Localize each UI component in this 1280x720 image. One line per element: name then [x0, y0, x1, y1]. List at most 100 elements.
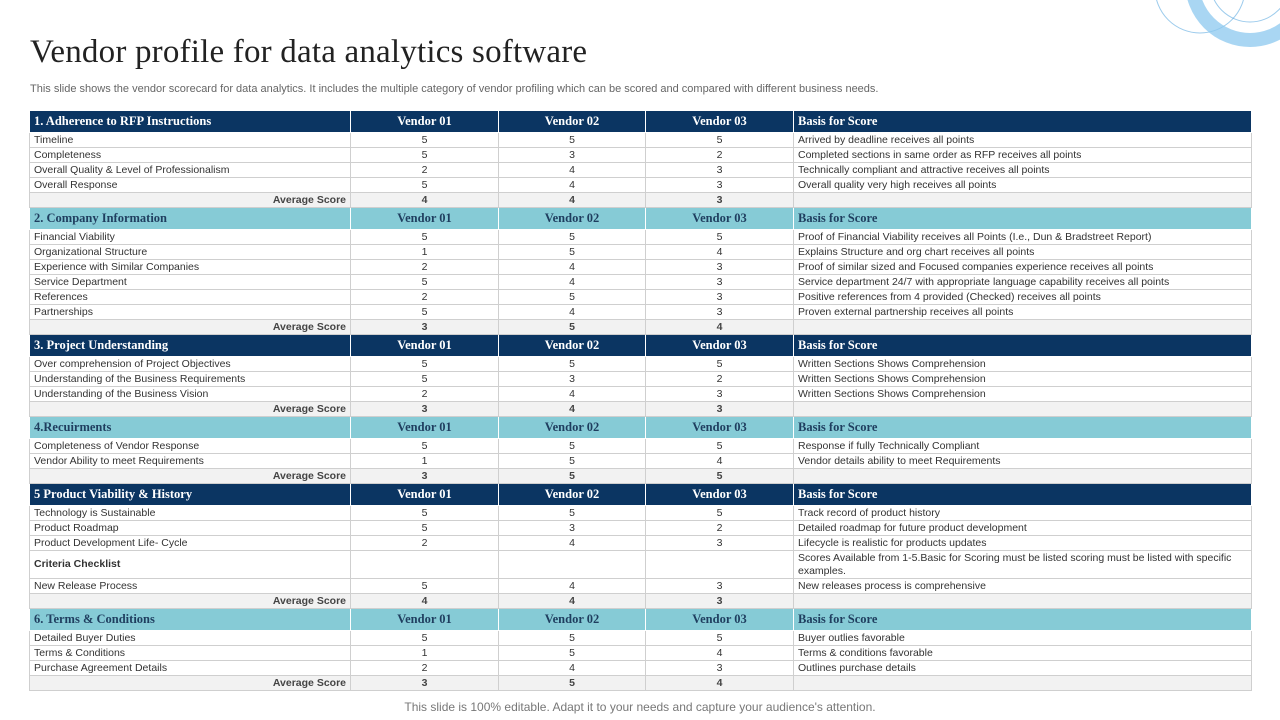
average-row: Average Score 3 5 4	[29, 319, 1252, 335]
basis-cell: Positive references from 4 provided (Che…	[793, 289, 1252, 305]
basis-cell: Written Sections Shows Comprehension	[793, 356, 1252, 372]
basis-cell: New releases process is comprehensive	[793, 578, 1252, 594]
section-title: 1. Adherence to RFP Instructions	[29, 110, 351, 133]
criteria-label: Vendor Ability to meet Requirements	[29, 453, 351, 469]
score-cell: 4	[498, 304, 646, 320]
score-cell: 5	[498, 438, 646, 454]
vendor-column-header: Vendor 03	[645, 110, 794, 133]
score-cell: 3	[645, 535, 794, 551]
basis-cell: Scores Available from 1-5.Basic for Scor…	[793, 550, 1252, 579]
average-label: Average Score	[29, 593, 351, 609]
empty-cell	[793, 192, 1252, 208]
score-cell: 4	[498, 259, 646, 275]
score-cell: 5	[350, 505, 499, 521]
table-row: Completeness 5 3 2 Completed sections in sam…	[29, 147, 1252, 163]
section-header: 4.Recuirments Vendor 01 Vendor 02 Vendor 03…	[29, 416, 1252, 439]
score-cell: 5	[645, 505, 794, 521]
empty-cell	[793, 593, 1252, 609]
criteria-label: Partnerships	[29, 304, 351, 320]
table-row: Experience with Similar Companies 2 4 3 Proo…	[29, 259, 1252, 275]
criteria-label: Product Roadmap	[29, 520, 351, 536]
table-row: Partnerships 5 4 3 Proven external partnersh…	[29, 304, 1252, 320]
basis-column-header: Basis for Score	[793, 207, 1252, 230]
score-cell: 3	[645, 578, 794, 594]
score-cell	[498, 550, 646, 579]
table-row: Organizational Structure 1 5 4 Explains Stru…	[29, 244, 1252, 260]
page-subtitle: This slide shows the vendor scorecard fo…	[30, 83, 879, 95]
section-title: 3. Project Understanding	[29, 334, 351, 357]
section-title: 2. Company Information	[29, 207, 351, 230]
score-cell: 1	[350, 645, 499, 661]
score-cell: 2	[645, 371, 794, 387]
average-score-cell: 3	[350, 468, 499, 484]
score-cell: 5	[645, 438, 794, 454]
score-cell: 5	[498, 356, 646, 372]
score-cell: 4	[498, 177, 646, 193]
basis-column-header: Basis for Score	[793, 110, 1252, 133]
basis-column-header: Basis for Score	[793, 334, 1252, 357]
score-cell: 4	[645, 244, 794, 260]
score-cell: 4	[645, 453, 794, 469]
average-score-cell: 4	[350, 593, 499, 609]
average-label: Average Score	[29, 401, 351, 417]
score-cell	[350, 550, 499, 579]
basis-cell: Proof of similar sized and Focused compa…	[793, 259, 1252, 275]
table-row: Service Department 5 4 3 Service department …	[29, 274, 1252, 290]
average-row: Average Score 4 4 3	[29, 192, 1252, 208]
basis-cell: Outlines purchase details	[793, 660, 1252, 676]
score-cell: 4	[498, 535, 646, 551]
vendor-column-header: Vendor 03	[645, 207, 794, 230]
score-cell: 5	[645, 630, 794, 646]
page-title: Vendor profile for data analytics softwa…	[30, 34, 588, 70]
vendor-column-header: Vendor 03	[645, 483, 794, 506]
table-row: Product Roadmap 5 3 2 Detailed roadmap for f…	[29, 520, 1252, 536]
section-header: 6. Terms & Conditions Vendor 01 Vendor 02 V…	[29, 608, 1252, 631]
vendor-column-header: Vendor 03	[645, 334, 794, 357]
section-header: 3. Project Understanding Vendor 01 Vendor …	[29, 334, 1252, 357]
score-cell: 5	[350, 177, 499, 193]
criteria-label: Understanding of the Business Vision	[29, 386, 351, 402]
vendor-column-header: Vendor 03	[645, 416, 794, 439]
criteria-label: References	[29, 289, 351, 305]
average-row: Average Score 3 5 5	[29, 468, 1252, 484]
criteria-label: Overall Quality & Level of Professionali…	[29, 162, 351, 178]
table-row: Overall Response 5 4 3 Overall quality very …	[29, 177, 1252, 193]
criteria-label: Technology is Sustainable	[29, 505, 351, 521]
section-title: 4.Recuirments	[29, 416, 351, 439]
score-cell: 2	[645, 147, 794, 163]
criteria-label: Timeline	[29, 132, 351, 148]
criteria-label: Experience with Similar Companies	[29, 259, 351, 275]
score-cell: 3	[645, 304, 794, 320]
vendor-column-header: Vendor 02	[498, 334, 646, 357]
basis-column-header: Basis for Score	[793, 416, 1252, 439]
criteria-label: Product Development Life- Cycle	[29, 535, 351, 551]
basis-cell: Explains Structure and org chart receive…	[793, 244, 1252, 260]
vendor-column-header: Vendor 02	[498, 207, 646, 230]
table-row: Product Development Life- Cycle 2 4 3 Lifecy…	[29, 535, 1252, 551]
average-score-cell: 3	[350, 401, 499, 417]
basis-cell: Response if fully Technically Compliant	[793, 438, 1252, 454]
criteria-label: Overall Response	[29, 177, 351, 193]
basis-cell: Detailed roadmap for future product deve…	[793, 520, 1252, 536]
vendor-column-header: Vendor 02	[498, 416, 646, 439]
average-row: Average Score 3 4 3	[29, 401, 1252, 417]
average-score-cell: 3	[645, 192, 794, 208]
score-cell: 5	[498, 453, 646, 469]
average-label: Average Score	[29, 319, 351, 335]
score-cell: 5	[350, 229, 499, 245]
basis-cell: Written Sections Shows Comprehension	[793, 386, 1252, 402]
table-row: Vendor Ability to meet Requirements 1 5 4 Ve…	[29, 453, 1252, 469]
average-label: Average Score	[29, 468, 351, 484]
footer-note: This slide is 100% editable. Adapt it to…	[404, 700, 876, 714]
criteria-label: Purchase Agreement Details	[29, 660, 351, 676]
score-cell: 4	[498, 274, 646, 290]
average-score-cell: 5	[498, 675, 646, 691]
criteria-label: Completeness of Vendor Response	[29, 438, 351, 454]
score-cell: 4	[498, 578, 646, 594]
section-header: 2. Company Information Vendor 01 Vendor 02…	[29, 207, 1252, 230]
vendor-column-header: Vendor 01	[350, 416, 499, 439]
score-cell: 5	[350, 438, 499, 454]
score-cell: 4	[498, 386, 646, 402]
empty-cell	[793, 468, 1252, 484]
score-cell: 3	[498, 147, 646, 163]
